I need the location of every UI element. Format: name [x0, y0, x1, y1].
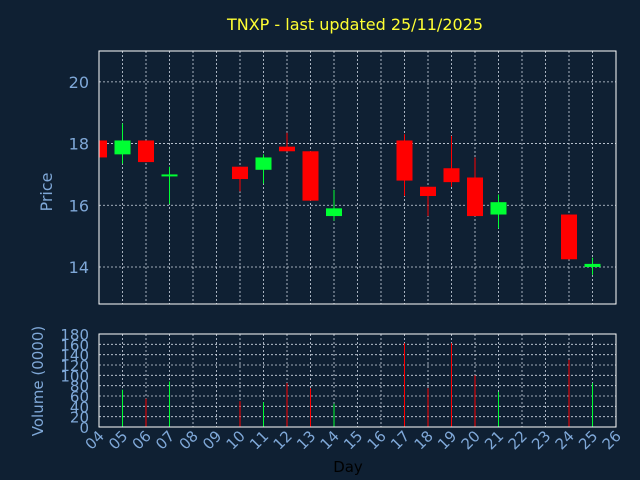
- volume-tick-label: 160: [60, 336, 89, 354]
- volume-tick-label: 80: [70, 378, 89, 396]
- day-tick-label: 07: [152, 427, 178, 453]
- day-tick-label: 19: [434, 427, 460, 453]
- candle-body: [326, 208, 342, 217]
- volume-tick-label: 100: [60, 367, 89, 385]
- price-tick-label: 20: [69, 73, 89, 92]
- day-tick-label: 18: [411, 427, 437, 453]
- volume-tick-label: 40: [70, 398, 89, 416]
- price-plot-border: [98, 50, 617, 305]
- candle-body: [302, 151, 319, 201]
- price-tick-label: 14: [69, 258, 89, 277]
- volume-tick-label: 0: [79, 419, 89, 437]
- price-tick-label: 16: [69, 196, 89, 215]
- volume-tick-label: 60: [70, 388, 89, 406]
- day-tick-label: 10: [223, 427, 249, 453]
- volume-axis-label: Volume (0000): [29, 326, 47, 436]
- day-tick-label: 06: [129, 427, 155, 453]
- price-tick-label: 18: [69, 135, 89, 154]
- volume-plot-border: [98, 333, 617, 428]
- day-tick-label: 05: [105, 427, 131, 453]
- candle-body: [443, 168, 460, 183]
- day-tick-label: 11: [246, 427, 272, 453]
- day-tick-label: 14: [317, 427, 343, 453]
- candle-body: [232, 166, 248, 180]
- candle-body: [161, 174, 178, 177]
- day-tick-label: 17: [387, 427, 413, 453]
- day-tick-label: 15: [340, 427, 366, 453]
- candle-body: [255, 157, 272, 170]
- price-axis-label: Price: [37, 172, 56, 211]
- candle-body: [138, 140, 154, 163]
- candle-body: [99, 140, 107, 158]
- chart-title: TNXP - last updated 25/11/2025: [226, 15, 483, 34]
- candle-body: [584, 263, 601, 267]
- candle-body: [420, 186, 436, 197]
- day-tick-label: 22: [505, 427, 531, 453]
- day-tick-label: 13: [293, 427, 319, 453]
- day-tick-label: 24: [552, 427, 578, 453]
- candle-body: [561, 214, 577, 260]
- candle-body: [114, 140, 131, 155]
- day-tick-label: 20: [458, 427, 484, 453]
- day-tick-label: 23: [528, 427, 554, 453]
- day-tick-label: 26: [599, 427, 625, 453]
- volume-tick-label: 20: [70, 409, 89, 427]
- day-tick-label: 12: [270, 427, 296, 453]
- candle-body: [490, 202, 507, 215]
- volume-tick-label: 120: [60, 357, 89, 375]
- day-tick-label: 21: [481, 427, 507, 453]
- candle-body: [467, 177, 483, 217]
- day-tick-label: 08: [176, 427, 202, 453]
- volume-panel: 0204060801001201401601800405060708091011…: [60, 326, 624, 453]
- day-tick-label: 16: [364, 427, 390, 453]
- volume-tick-label: 180: [60, 326, 89, 344]
- day-tick-label: 09: [199, 427, 225, 453]
- day-tick-label: 25: [575, 427, 601, 453]
- volume-tick-label: 140: [60, 347, 89, 365]
- candle-body: [279, 146, 295, 152]
- price-panel: 14 16 18 20: [69, 50, 617, 305]
- x-axis-label: Day: [333, 458, 363, 476]
- candle-body: [396, 140, 413, 181]
